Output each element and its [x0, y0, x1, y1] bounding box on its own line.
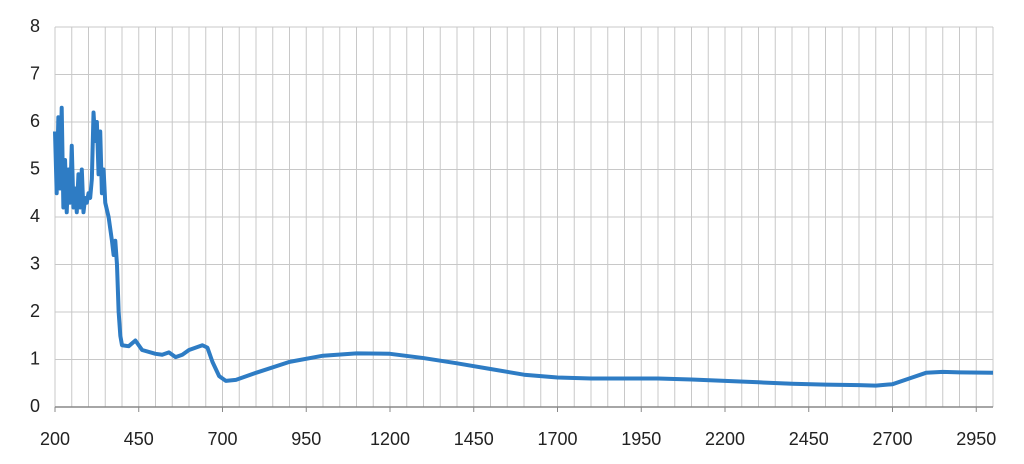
y-tick-label: 4 [30, 206, 40, 226]
x-tick-label: 1450 [454, 429, 494, 449]
y-tick-label: 1 [30, 348, 40, 368]
x-tick-label: 1950 [621, 429, 661, 449]
x-tick-label: 950 [291, 429, 321, 449]
y-tick-label: 2 [30, 301, 40, 321]
y-tick-label: 6 [30, 111, 40, 131]
x-tick-label: 1700 [537, 429, 577, 449]
x-tick-label: 1200 [370, 429, 410, 449]
y-tick-label: 5 [30, 158, 40, 178]
x-tick-label: 450 [124, 429, 154, 449]
x-tick-label: 2700 [872, 429, 912, 449]
x-tick-label: 2450 [789, 429, 829, 449]
y-tick-label: 7 [30, 63, 40, 83]
x-tick-label: 700 [207, 429, 237, 449]
x-tick-label: 2200 [705, 429, 745, 449]
y-tick-label: 3 [30, 253, 40, 273]
x-tick-label: 2950 [956, 429, 996, 449]
x-tick-label: 200 [40, 429, 70, 449]
y-tick-label: 8 [30, 16, 40, 36]
y-tick-label: 0 [30, 396, 40, 416]
data-line [53, 105, 994, 388]
